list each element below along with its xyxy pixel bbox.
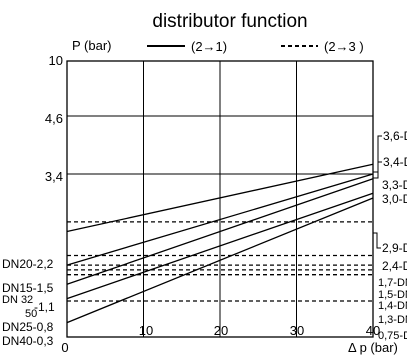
x-tick-label: 0	[61, 340, 68, 355]
left-label: DN15-1,5	[2, 281, 54, 295]
series-lines	[66, 163, 374, 324]
series-line-solid	[66, 192, 374, 300]
y-tick-label: 4,6	[45, 111, 63, 126]
legend-label-dashed: (2→3 )	[324, 39, 364, 54]
left-label: DN40-0,3	[2, 334, 54, 348]
left-label: DN20-2,2	[2, 257, 54, 271]
left-label: -1,1	[34, 300, 55, 314]
right-label: 1,7-DN	[378, 277, 407, 289]
right-label: 1,5-DN	[378, 289, 407, 301]
label-bracket	[373, 161, 382, 179]
y-tick-labels: 10 4,6 3,4	[45, 53, 63, 184]
right-label: 1,3-DN	[378, 314, 407, 326]
label-bracket	[373, 135, 382, 173]
left-label: DN 32	[2, 294, 33, 306]
series-line-solid	[66, 197, 374, 324]
right-label: 2,9-DN	[382, 241, 407, 255]
x-tick-labels: 0 10 20 30 40	[61, 323, 380, 355]
right-label: 1,4-DN	[378, 300, 407, 312]
right-label: 3,0-DN	[382, 192, 407, 206]
right-series-labels: 3,6-DN 3,4-DN 3,3-DN 3,0-DN 2,9-DN 2,4-D…	[373, 129, 407, 342]
y-tick-label: 3,4	[45, 169, 63, 184]
series-line-solid	[66, 163, 374, 233]
x-tick-label: 20	[214, 323, 228, 338]
x-tick-label: 40	[366, 323, 380, 338]
right-label: 3,6-DN	[383, 129, 407, 143]
chart-title: distributor function	[152, 11, 307, 32]
plot-frame	[66, 60, 374, 338]
x-axis-label: Δ p (bar)	[348, 340, 398, 355]
right-label: 3,4-DN	[383, 155, 407, 169]
left-label: 50	[25, 308, 37, 320]
series-line-solid	[66, 178, 374, 285]
label-bracket	[373, 232, 381, 249]
right-label: 3,3-DN	[382, 178, 407, 192]
left-label: DN25-0,8	[2, 320, 54, 334]
x-tick-label: 10	[139, 323, 153, 338]
series-line-solid	[66, 173, 374, 266]
right-label: 2,4-DN	[382, 259, 407, 273]
legend: (2→1) (2→3 )	[147, 39, 364, 54]
x-tick-label: 30	[290, 323, 304, 338]
y-tick-label: 10	[49, 53, 63, 68]
legend-label-solid: (2→1)	[191, 39, 227, 54]
y-axis-label: P (bar)	[72, 38, 112, 53]
left-series-labels: DN20-2,2 DN15-1,5 DN 32 50 -1,1 DN25-0,8…	[2, 257, 55, 348]
right-label: 0,75-DN	[378, 330, 407, 342]
